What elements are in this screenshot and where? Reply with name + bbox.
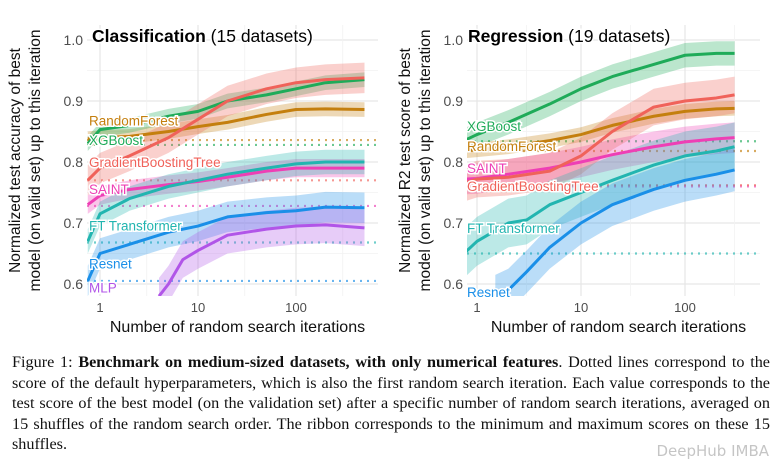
series-label: SAINT <box>89 182 129 197</box>
x-axis-label: Number of random search iterations <box>491 319 746 336</box>
y-axis-label: Normalized R2 test score of best <box>397 47 414 273</box>
series-group <box>87 62 365 296</box>
series-line-mlp <box>157 223 365 296</box>
series-label: FT Transformer <box>89 218 182 233</box>
y-tick-label: 0.7 <box>64 215 84 231</box>
y-tick-label: 0.9 <box>64 93 84 109</box>
y-tick-label: 0.8 <box>64 154 84 170</box>
figure-charts: 0.6 0.7 0.8 0.9 1.0 1 10 100 Number of random se… <box>7 25 760 336</box>
x-tick-label: 100 <box>285 300 307 315</box>
caption-bold: Benchmark on medium-sized datasets, with… <box>78 353 559 371</box>
x-tick-label: 1 <box>96 300 103 315</box>
ribbon-xgboost <box>87 72 365 152</box>
series-line-resnet <box>87 205 365 282</box>
x-axis-label: Number of random search iterations <box>110 319 365 336</box>
chart-title: Classification (15 datasets) <box>92 26 313 46</box>
y-tick-label: 0.8 <box>444 154 464 170</box>
series-label: GradientBoostingTree <box>467 179 599 194</box>
x-tick-label: 10 <box>574 300 588 315</box>
y-tick-label: 0.6 <box>444 276 464 292</box>
series-label: XGBoost <box>467 119 521 134</box>
series-label: FT Transformer <box>467 221 560 236</box>
ribbon-ft-transformer <box>87 149 365 254</box>
series-label: Resnet <box>467 285 510 300</box>
ribbon-resnet <box>87 191 365 296</box>
series-line-xgboost <box>467 51 735 141</box>
ribbon-saint <box>87 158 365 214</box>
series-label: MLP <box>89 281 117 296</box>
y-tick-label: 0.9 <box>444 93 464 109</box>
series-label: GradientBoostingTree <box>89 155 221 170</box>
watermark: DeepHub IMBA <box>656 442 769 460</box>
chart-panel-classification: 0.6 0.7 0.8 0.9 1.0 1 10 100 Number of random se… <box>7 25 378 336</box>
caption-text: . Dotted lines correspond to the score o… <box>12 353 770 453</box>
series-line-resnet <box>494 168 735 296</box>
y-tick-label: 1.0 <box>444 32 464 48</box>
y-axis-label: model (on valid set) up to this iteratio… <box>27 30 44 292</box>
series-label: RandomForest <box>467 139 557 154</box>
series-line-randomforest <box>467 106 735 153</box>
y-axis-label: model (on valid set) up to this iteratio… <box>417 30 434 292</box>
series-label: SAINT <box>467 161 507 176</box>
chart-title: Regression (19 datasets) <box>468 26 670 46</box>
y-tick-label: 0.6 <box>64 276 84 292</box>
ribbon-mlp <box>159 206 365 296</box>
series-label: RandomForest <box>89 114 179 129</box>
x-tick-label: 1 <box>473 300 480 315</box>
chart-subtitle: (19 datasets) <box>563 26 670 46</box>
series-group <box>467 41 735 296</box>
ribbon-gradientboostingtree <box>87 62 365 196</box>
series-line-saint <box>467 136 735 181</box>
series-line-ft-transformer <box>467 145 735 253</box>
figure-caption: Figure 1: Benchmark on medium-sized data… <box>12 352 770 455</box>
series-label: Resnet <box>89 256 132 271</box>
series-label: XGBoost <box>89 133 143 148</box>
series-line-randomforest <box>87 107 365 141</box>
x-tick-label: 10 <box>191 300 205 315</box>
ribbon-resnet <box>495 148 735 296</box>
y-tick-label: 0.7 <box>444 215 464 231</box>
series-line-gradientboostingtree <box>467 93 735 184</box>
caption-label: Figure 1: <box>12 353 73 371</box>
x-tick-label: 100 <box>674 300 696 315</box>
chart-subtitle: (15 datasets) <box>206 26 313 46</box>
ribbon-xgboost <box>467 41 735 152</box>
y-tick-label: 1.0 <box>64 32 84 48</box>
series-line-saint <box>87 166 365 206</box>
series-line-gradientboostingtree <box>87 76 365 182</box>
chart-panel-regression: 0.6 0.7 0.8 0.9 1.0 1 10 100 Number of random se… <box>397 25 760 336</box>
series-line-xgboost <box>87 78 365 145</box>
chart-title-bold: Regression <box>468 26 563 46</box>
series-line-ft-transformer <box>87 160 365 242</box>
chart-title-bold: Classification <box>92 26 206 46</box>
y-axis-label: Normalized test accuracy of best <box>7 47 24 273</box>
